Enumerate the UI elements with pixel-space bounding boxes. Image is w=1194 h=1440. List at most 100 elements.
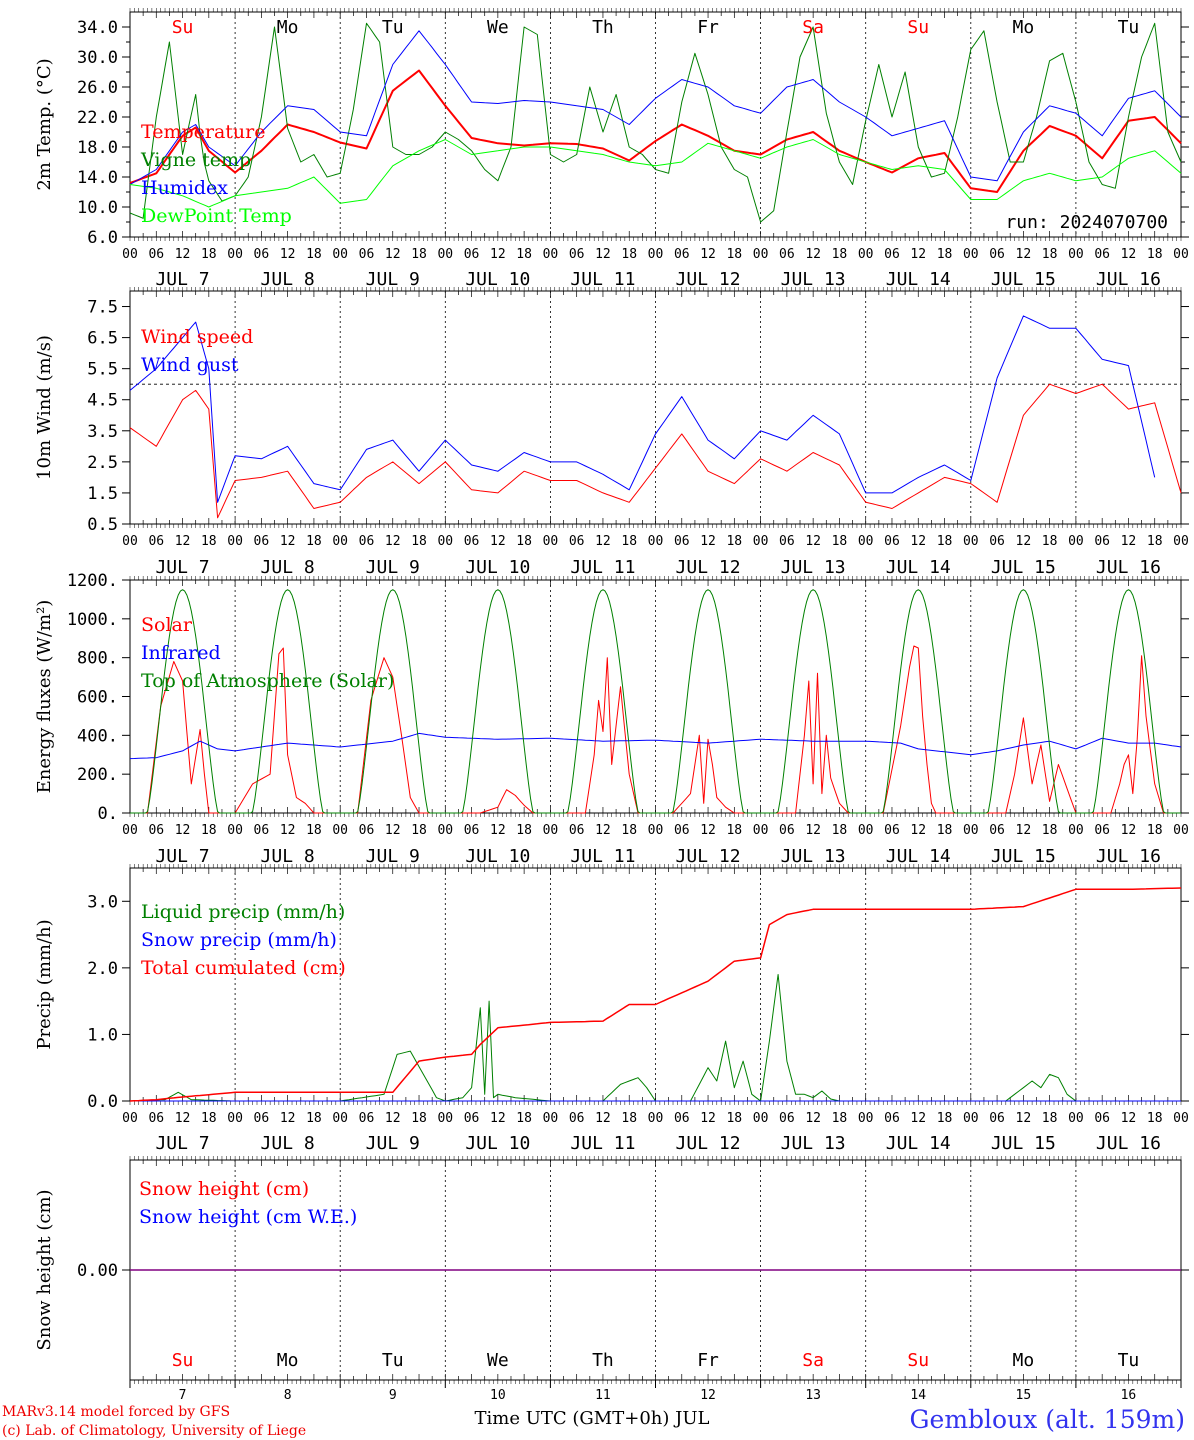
energy-hour-label: 06 (254, 823, 270, 838)
temperature-hour-label: 06 (989, 247, 1005, 262)
precip-hour-label: 12 (595, 1111, 611, 1126)
temperature-hour-label: 00 (963, 247, 979, 262)
energy-hour-label: 12 (805, 823, 821, 838)
wind-hour-label: 18 (832, 534, 848, 549)
wind-hour-label: 06 (359, 534, 375, 549)
temperature-hour-label: 00 (437, 247, 453, 262)
precip-date-label: JUL 8 (261, 1133, 315, 1154)
temperature-y-tick-label: 6.0 (87, 228, 118, 248)
x-axis-title: Time UTC (GMT+0h) JUL (475, 1408, 710, 1429)
energy-date-label: JUL 12 (676, 846, 741, 867)
day-number-label: 7 (179, 1388, 187, 1403)
temperature-y-tick-label: 26.0 (77, 78, 118, 98)
temperature-hour-label: 06 (884, 247, 900, 262)
energy-hour-label: 12 (700, 823, 716, 838)
energy-hour-label: 06 (569, 823, 585, 838)
energy-hour-label: 00 (858, 823, 874, 838)
weekday-label: Mo (1013, 17, 1035, 38)
wind-hour-label: 18 (201, 534, 217, 549)
wind-date-label: JUL 13 (781, 557, 846, 578)
temperature-date-label: JUL 8 (261, 269, 315, 290)
temperature-date-label: JUL 12 (676, 269, 741, 290)
precip-hour-label: 18 (306, 1111, 322, 1126)
temperature-hour-label: 12 (490, 247, 506, 262)
energy-date-label: JUL 10 (465, 846, 530, 867)
energy-hour-label: 18 (516, 823, 532, 838)
energy-date-label: JUL 9 (366, 846, 420, 867)
precip-hour-label: 00 (858, 1111, 874, 1126)
energy-legend-entry: Top of Atmosphere (Solar) (141, 670, 394, 692)
temperature-hour-label: 18 (306, 247, 322, 262)
temperature-hour-label: 12 (280, 247, 296, 262)
energy-y-tick-label: 200. (77, 765, 118, 785)
energy-y-axis-label: Energy fluxes (W/m²) (34, 600, 55, 794)
wind-date-label: JUL 11 (570, 557, 635, 578)
wind-hour-label: 00 (963, 534, 979, 549)
temperature-hour-label: 12 (910, 247, 926, 262)
precip-date-label: JUL 14 (886, 1133, 951, 1154)
temperature-hour-label: 06 (254, 247, 270, 262)
precip-hour-label: 00 (648, 1111, 664, 1126)
energy-date-label: JUL 15 (991, 846, 1056, 867)
temperature-hour-label: 12 (700, 247, 716, 262)
energy-hour-label: 06 (674, 823, 690, 838)
precip-y-tick-label: 3.0 (87, 892, 118, 912)
temperature-date-label: JUL 16 (1096, 269, 1161, 290)
energy-hour-label: 12 (385, 823, 401, 838)
snow-y-axis-label: Snow height (cm) (34, 1189, 55, 1350)
temperature-hour-label: 18 (937, 247, 953, 262)
energy-date-label: JUL 14 (886, 846, 951, 867)
precip-hour-label: 06 (779, 1111, 795, 1126)
wind-hour-label: 06 (1094, 534, 1110, 549)
wind-hour-label: 18 (726, 534, 742, 549)
wind-hour-label: 18 (306, 534, 322, 549)
temperature-y-tick-label: 14.0 (77, 168, 118, 188)
energy-hour-label: 18 (621, 823, 637, 838)
temperature-hour-label: 00 (227, 247, 243, 262)
wind-hour-label: 00 (227, 534, 243, 549)
weekday-label: We (487, 1350, 509, 1371)
weekday-label: Tu (1118, 17, 1140, 38)
day-number-label: 15 (1016, 1388, 1032, 1403)
precip-date-label: JUL 13 (781, 1133, 846, 1154)
wind-y-tick-label: 7.5 (87, 298, 118, 318)
temperature-hour-label: 06 (148, 247, 164, 262)
energy-hour-label: 00 (648, 823, 664, 838)
precip-legend-entry: Liquid precip (mm/h) (141, 901, 345, 923)
precip-hour-label: 12 (280, 1111, 296, 1126)
wind-hour-label: 12 (805, 534, 821, 549)
day-number-label: 14 (910, 1388, 926, 1403)
wind-hour-label: 12 (175, 534, 191, 549)
weekday-label: Su (172, 1350, 194, 1371)
temperature-hour-label: 00 (858, 247, 874, 262)
weekday-label: Fr (697, 1350, 719, 1371)
precip-hour-label: 12 (805, 1111, 821, 1126)
temperature-hour-label: 06 (674, 247, 690, 262)
wind-hour-label: 18 (937, 534, 953, 549)
energy-hour-label: 18 (937, 823, 953, 838)
wind-date-label: JUL 8 (261, 557, 315, 578)
precip-hour-label: 12 (700, 1111, 716, 1126)
precip-series-total-cumulated-cm (129, 887, 1182, 1102)
temperature-legend-entry: DewPoint Temp (141, 205, 292, 227)
precip-date-label: JUL 12 (676, 1133, 741, 1154)
energy-y-tick-label: 600. (77, 688, 118, 708)
wind-legend-entry: Wind speed (141, 326, 253, 348)
wind-hour-label: 06 (884, 534, 900, 549)
temperature-date-label: JUL 10 (465, 269, 530, 290)
precip-hour-label: 12 (910, 1111, 926, 1126)
day-number-label: 9 (389, 1388, 397, 1403)
temperature-hour-label: 06 (359, 247, 375, 262)
temperature-hour-label: 18 (201, 247, 217, 262)
wind-hour-label: 12 (1016, 534, 1032, 549)
temperature-hour-label: 12 (805, 247, 821, 262)
temperature-hour-label: 18 (1042, 247, 1058, 262)
precip-date-label: JUL 9 (366, 1133, 420, 1154)
weekday-label: Sa (802, 17, 824, 38)
temperature-hour-label: 06 (464, 247, 480, 262)
precip-date-label: JUL 15 (991, 1133, 1056, 1154)
precip-hour-label: 12 (175, 1111, 191, 1126)
energy-date-label: JUL 11 (570, 846, 635, 867)
wind-hour-label: 00 (1173, 534, 1189, 549)
wind-y-tick-label: 1.5 (87, 484, 118, 504)
